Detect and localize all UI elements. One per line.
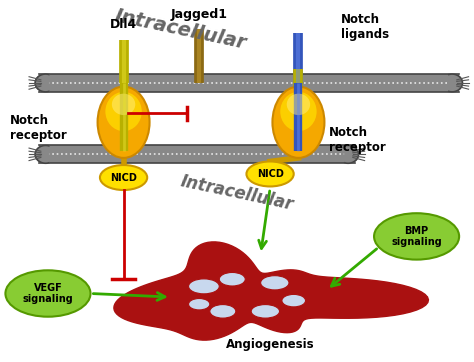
- Polygon shape: [345, 146, 358, 163]
- Ellipse shape: [280, 92, 317, 131]
- Ellipse shape: [251, 304, 280, 318]
- Ellipse shape: [246, 161, 294, 186]
- Ellipse shape: [287, 94, 310, 115]
- Ellipse shape: [112, 94, 135, 115]
- Text: Angiogenesis: Angiogenesis: [226, 338, 314, 351]
- Text: Notch
receptor: Notch receptor: [329, 126, 386, 154]
- Text: Jagged1: Jagged1: [171, 8, 228, 21]
- Text: Notch
receptor: Notch receptor: [10, 114, 67, 142]
- Polygon shape: [35, 146, 49, 163]
- Ellipse shape: [374, 213, 459, 260]
- Text: Intracellular: Intracellular: [112, 6, 248, 53]
- Text: NICD: NICD: [256, 169, 283, 179]
- Ellipse shape: [98, 87, 150, 158]
- Text: Intracellular: Intracellular: [179, 173, 295, 214]
- Ellipse shape: [261, 275, 289, 290]
- Text: Dll4: Dll4: [110, 18, 137, 31]
- Polygon shape: [114, 242, 428, 340]
- Text: NICD: NICD: [110, 173, 137, 182]
- Ellipse shape: [210, 304, 236, 318]
- Polygon shape: [35, 74, 49, 92]
- Polygon shape: [449, 74, 463, 92]
- Ellipse shape: [219, 273, 245, 286]
- Text: BMP
signaling: BMP signaling: [391, 226, 442, 247]
- Ellipse shape: [105, 92, 142, 131]
- Ellipse shape: [189, 299, 210, 310]
- Text: VEGF
signaling: VEGF signaling: [23, 283, 73, 304]
- Ellipse shape: [5, 270, 91, 317]
- Ellipse shape: [189, 279, 219, 294]
- Ellipse shape: [100, 165, 147, 190]
- Polygon shape: [38, 74, 459, 92]
- Ellipse shape: [282, 294, 306, 307]
- Ellipse shape: [273, 87, 324, 158]
- Polygon shape: [38, 146, 355, 163]
- Text: Notch
ligands: Notch ligands: [341, 13, 389, 41]
